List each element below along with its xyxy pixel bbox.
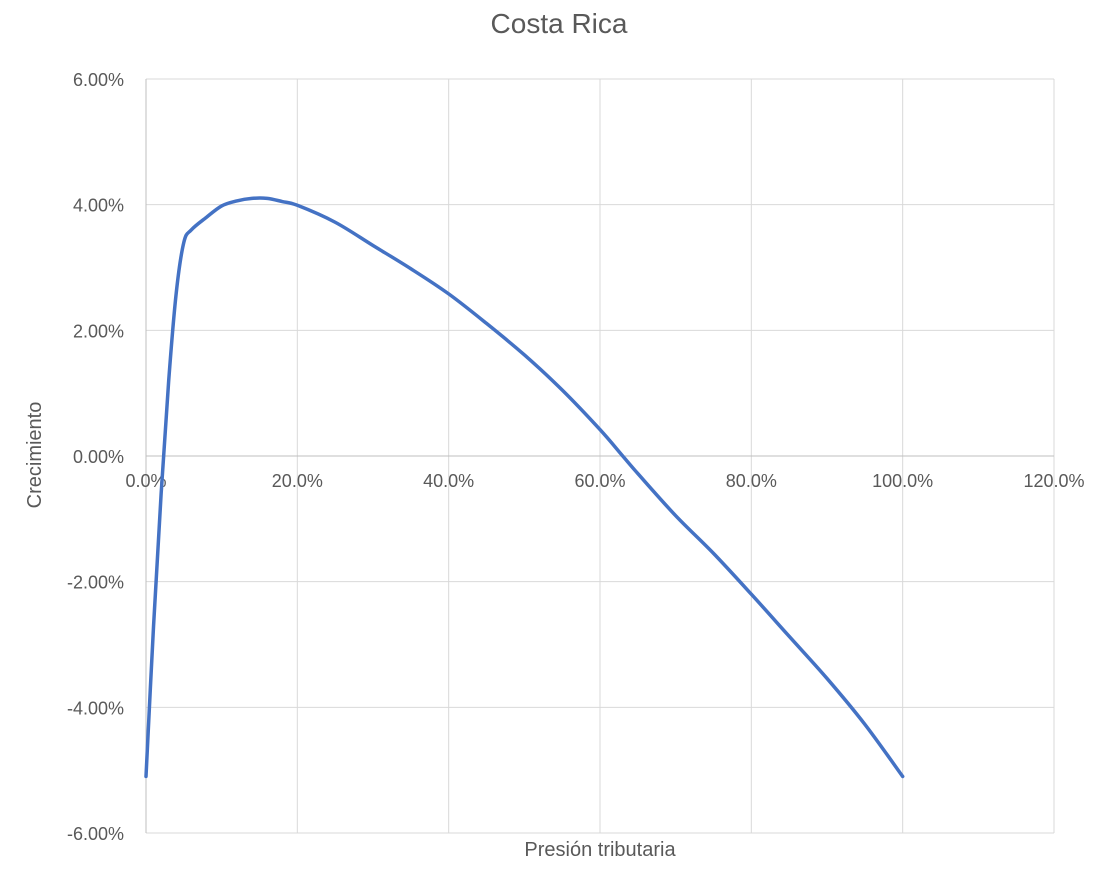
y-tick-label: 6.00% <box>73 70 124 90</box>
x-tick-label: 100.0% <box>872 471 933 491</box>
x-tick-label: 40.0% <box>423 471 474 491</box>
x-tick-label: 120.0% <box>1023 471 1084 491</box>
x-tick-label: 80.0% <box>726 471 777 491</box>
y-axis-title: Crecimiento <box>24 402 46 509</box>
axes <box>145 79 1054 833</box>
y-tick-label: -6.00% <box>67 824 124 844</box>
x-tick-label: 60.0% <box>574 471 625 491</box>
x-tick-label: 0.0% <box>125 471 166 491</box>
y-tick-label: 4.00% <box>73 196 124 216</box>
y-tick-label: -4.00% <box>67 698 124 718</box>
tick-labels: 6.00% 4.00% 2.00% 0.00% -2.00% -4.00% -6.00% 0.… <box>67 70 1085 844</box>
y-tick-label: 2.00% <box>73 321 124 341</box>
x-tick-label: 20.0% <box>272 471 323 491</box>
chart-title: Costa Rica <box>491 8 628 39</box>
x-axis-title: Presión tributaria <box>524 839 676 861</box>
series-line <box>144 196 905 779</box>
y-tick-label: -2.00% <box>67 573 124 593</box>
series-layer <box>144 196 905 779</box>
y-tick-label: 0.00% <box>73 447 124 467</box>
